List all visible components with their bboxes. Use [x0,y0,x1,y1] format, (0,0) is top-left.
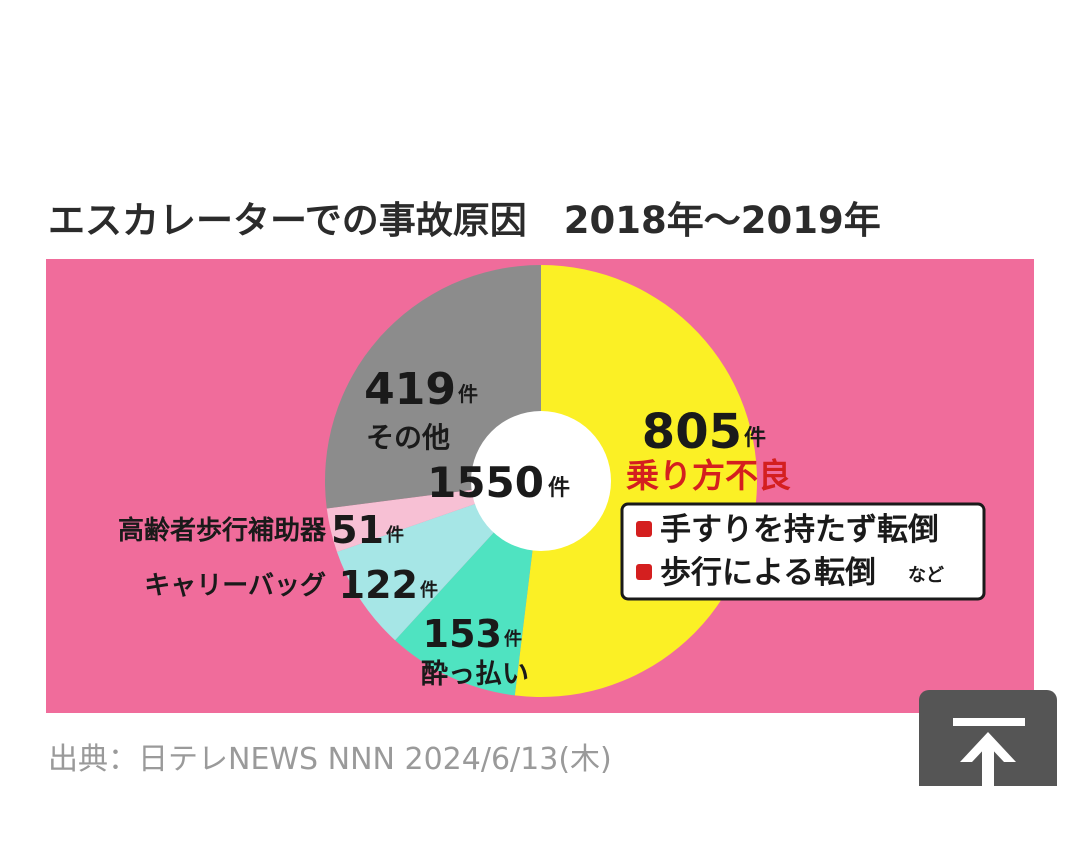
pie-chart-panel: 1550 件 805 件 乗り方不良 手すりを持たず転倒 歩行による転倒 など … [46,259,1034,713]
callout-box [620,502,986,601]
pie-center-hole [471,411,611,551]
callout-item-1: 手すりを持たず転倒 [660,512,939,548]
red-square-bullet-icon [636,521,652,537]
slice-improper-category-label: 乗り方不良 [626,456,791,495]
slice-carry-bag-unit-label: 件 [420,579,438,601]
callout-item-2: 歩行による転倒 [660,555,876,591]
pie-chart: 1550 件 805 件 乗り方不良 手すりを持たず転倒 歩行による転倒 など … [118,265,986,697]
total-value-label: 1550 [427,458,544,507]
slice-walking-aid-category-label: 高齢者歩行補助器 [118,515,327,546]
slice-drunk-unit-label: 件 [504,628,522,650]
slice-other-value-label: 419 [364,364,456,415]
scroll-to-top-button[interactable] [919,690,1057,786]
source-credit: 出典：日テレNEWS NNN 2024/6/13(木) [48,742,612,777]
red-square-bullet-icon [636,564,652,580]
slice-improper-value-label: 805 [642,404,742,460]
slice-carry-bag-value-label: 122 [339,563,418,607]
slice-drunk-value-label: 153 [423,612,502,656]
improper-riding-callout: 手すりを持たず転倒 歩行による転倒 など [620,502,986,601]
slice-carry-bag-category-label: キャリーバッグ [144,571,326,601]
slice-walking-aid-value-label: 51 [331,508,384,552]
slice-drunk-category-label: 酔っ払い [421,659,529,690]
slice-walking-aid-unit-label: 件 [386,524,404,546]
total-unit-label: 件 [548,476,570,501]
slice-improper-unit-label: 件 [744,426,766,451]
callout-suffix: など [908,565,944,586]
slice-other-category-label: その他 [366,421,450,454]
arrow-up-to-line-icon [953,718,1025,786]
slice-other-unit-label: 件 [458,382,478,406]
page-title: エスカレーターでの事故原因 2018年〜2019年 [48,199,881,242]
